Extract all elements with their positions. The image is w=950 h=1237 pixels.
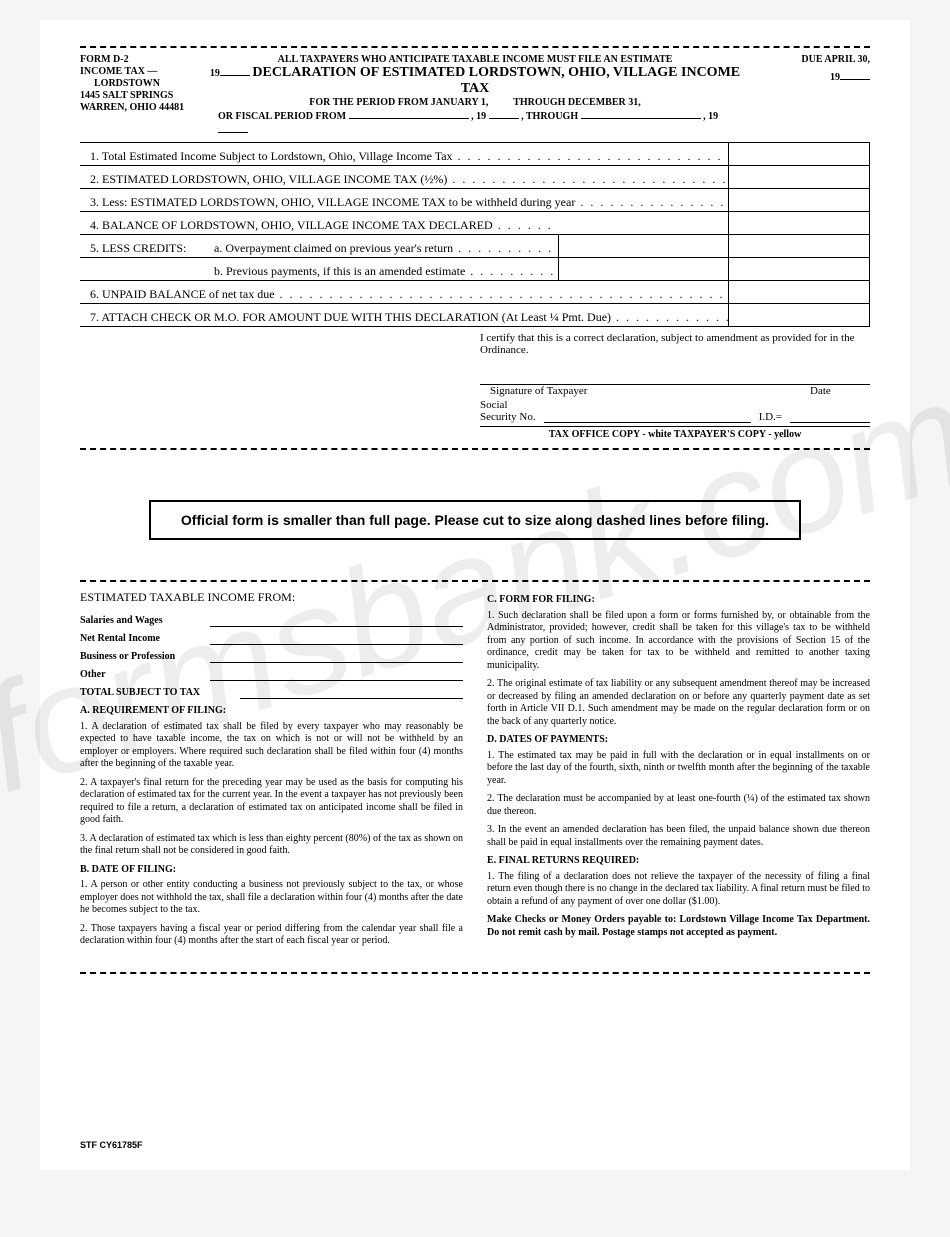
line-7-label: 7. ATTACH CHECK OR M.O. FOR AMOUNT DUE W… bbox=[80, 307, 728, 326]
remit-note: Make Checks or Money Orders payable to: … bbox=[487, 914, 870, 939]
form-title: DECLARATION OF ESTIMATED LORDSTOWN, OHIO… bbox=[252, 65, 740, 96]
line-7-amount[interactable] bbox=[728, 304, 869, 326]
cert-text: I certify that this is a correct declara… bbox=[480, 332, 870, 356]
inc-r1: Salaries and Wages bbox=[80, 615, 210, 628]
addr-line1: 1445 SALT SPRINGS bbox=[80, 90, 200, 102]
period-label: FOR THE PERIOD FROM JANUARY 1, bbox=[309, 97, 488, 108]
cut-line-mid2 bbox=[80, 580, 870, 582]
calculation-lines: 1. Total Estimated Income Subject to Lor… bbox=[80, 142, 870, 327]
fiscal-to-blank[interactable] bbox=[581, 108, 701, 119]
income-heading: ESTIMATED TAXABLE INCOME FROM: bbox=[80, 590, 463, 605]
form-header: FORM D-2 INCOME TAX — LORDSTOWN 1445 SAL… bbox=[80, 54, 870, 136]
line-3-label: 3. Less: ESTIMATED LORDSTOWN, OHIO, VILL… bbox=[80, 192, 728, 211]
sec-a-head: A. REQUIREMENT OF FILING: bbox=[80, 705, 463, 718]
sec-b1: 1. A person or other entity conducting a… bbox=[80, 879, 463, 917]
line-5a-amount[interactable] bbox=[558, 235, 669, 257]
copies-note: TAX OFFICE COPY - white TAXPAYER'S COPY … bbox=[480, 426, 870, 440]
line-5-total-amount[interactable] bbox=[728, 258, 869, 280]
ssn-label-1: Social bbox=[480, 399, 536, 411]
line-3-amount[interactable] bbox=[728, 189, 869, 211]
left-column: ESTIMATED TAXABLE INCOME FROM: Salaries … bbox=[80, 588, 463, 954]
line-5-label: 5. LESS CREDITS: bbox=[80, 238, 214, 257]
line-6-label: 6. UNPAID BALANCE of net tax due bbox=[80, 284, 728, 303]
inc-r3: Business or Profession bbox=[80, 651, 210, 664]
sec-a2: 2. A taxpayer's final return for the pre… bbox=[80, 777, 463, 827]
line-4-amount[interactable] bbox=[728, 212, 869, 234]
sec-e-head: E. FINAL RETURNS REQUIRED: bbox=[487, 855, 870, 868]
fiscal-year1-blank[interactable] bbox=[489, 108, 519, 119]
line-5b-label: b. Previous payments, if this is an amen… bbox=[214, 261, 558, 280]
sec-c1: 1. Such declaration shall be filed upon … bbox=[487, 610, 870, 673]
instructions: ESTIMATED TAXABLE INCOME FROM: Salaries … bbox=[80, 588, 870, 954]
dept-line2: LORDSTOWN bbox=[80, 78, 200, 90]
sec-b2: 2. Those taxpayers having a fiscal year … bbox=[80, 923, 463, 948]
form-number: FORM D-2 bbox=[80, 54, 200, 66]
due-date-label: DUE APRIL 30, bbox=[750, 54, 870, 65]
addr-line2: WARREN, OHIO 44481 bbox=[80, 102, 200, 114]
year-blank-2[interactable] bbox=[840, 69, 870, 80]
anticipate-note: ALL TAXPAYERS WHO ANTICIPATE TAXABLE INC… bbox=[208, 54, 742, 65]
sec-d1: 1. The estimated tax may be paid in full… bbox=[487, 750, 870, 788]
cut-line-bottom bbox=[80, 972, 870, 974]
comma19-2: , 19 bbox=[703, 111, 718, 122]
line-1-amount[interactable] bbox=[728, 143, 869, 165]
cut-line-top bbox=[80, 46, 870, 48]
sec-d3: 3. In the event an amended declaration h… bbox=[487, 824, 870, 849]
sec-c2: 2. The original estimate of tax liabilit… bbox=[487, 678, 870, 728]
line-2-amount[interactable] bbox=[728, 166, 869, 188]
fiscal-year2-blank[interactable] bbox=[218, 122, 248, 133]
inc-r2-blank[interactable] bbox=[210, 644, 463, 645]
sec-c-head: C. FORM FOR FILING: bbox=[487, 594, 870, 607]
sec-d2: 2. The declaration must be accompanied b… bbox=[487, 793, 870, 818]
inc-r3-blank[interactable] bbox=[210, 662, 463, 663]
inc-r4: Other bbox=[80, 669, 210, 682]
signature-line[interactable] bbox=[480, 366, 870, 385]
line-5b-amount[interactable] bbox=[558, 258, 669, 280]
inc-total: TOTAL SUBJECT TO TAX bbox=[80, 687, 240, 700]
line-2-label: 2. ESTIMATED LORDSTOWN, OHIO, VILLAGE IN… bbox=[80, 169, 728, 188]
through-label: , THROUGH bbox=[521, 111, 578, 122]
inc-r2: Net Rental Income bbox=[80, 633, 210, 646]
sec-a1: 1. A declaration of estimated tax shall … bbox=[80, 721, 463, 771]
fiscal-label: OR FISCAL PERIOD FROM bbox=[218, 111, 346, 122]
right-column: C. FORM FOR FILING: 1. Such declaration … bbox=[487, 588, 870, 954]
line-6-amount[interactable] bbox=[728, 281, 869, 303]
sec-a3: 3. A declaration of estimated tax which … bbox=[80, 833, 463, 858]
year-blank-1[interactable] bbox=[220, 65, 250, 76]
through-dec-label: THROUGH DECEMBER 31, bbox=[513, 97, 641, 108]
cut-line-mid1 bbox=[80, 448, 870, 450]
footer-code: STF CY61785F bbox=[80, 1140, 143, 1150]
comma19-1: , 19 bbox=[471, 111, 486, 122]
inc-total-blank[interactable] bbox=[240, 698, 463, 699]
year-prefix-1: 19 bbox=[210, 68, 220, 79]
year-prefix-2: 19 bbox=[830, 72, 840, 83]
sec-e1: 1. The filing of a declaration does not … bbox=[487, 871, 870, 909]
ssn-blank[interactable] bbox=[544, 422, 751, 423]
line-1-label: 1. Total Estimated Income Subject to Lor… bbox=[80, 146, 728, 165]
cut-notice: Official form is smaller than full page.… bbox=[149, 500, 801, 540]
id-blank[interactable] bbox=[790, 422, 870, 423]
sec-b-head: B. DATE OF FILING: bbox=[80, 864, 463, 877]
id-label: I.D.= bbox=[759, 411, 782, 423]
inc-r4-blank[interactable] bbox=[210, 680, 463, 681]
dept-line1: INCOME TAX — bbox=[80, 66, 200, 78]
line-5-amount[interactable] bbox=[728, 235, 869, 257]
line-4-label: 4. BALANCE OF LORDSTOWN, OHIO, VILLAGE I… bbox=[80, 215, 554, 234]
date-label: Date bbox=[810, 385, 870, 397]
fiscal-from-blank[interactable] bbox=[349, 108, 469, 119]
sec-d-head: D. DATES OF PAYMENTS: bbox=[487, 734, 870, 747]
certification-block: I certify that this is a correct declara… bbox=[480, 327, 870, 440]
signature-label: Signature of Taxpayer bbox=[480, 385, 800, 397]
ssn-label-2: Security No. bbox=[480, 411, 536, 423]
line-5a-label: a. Overpayment claimed on previous year'… bbox=[214, 238, 558, 257]
inc-r1-blank[interactable] bbox=[210, 626, 463, 627]
